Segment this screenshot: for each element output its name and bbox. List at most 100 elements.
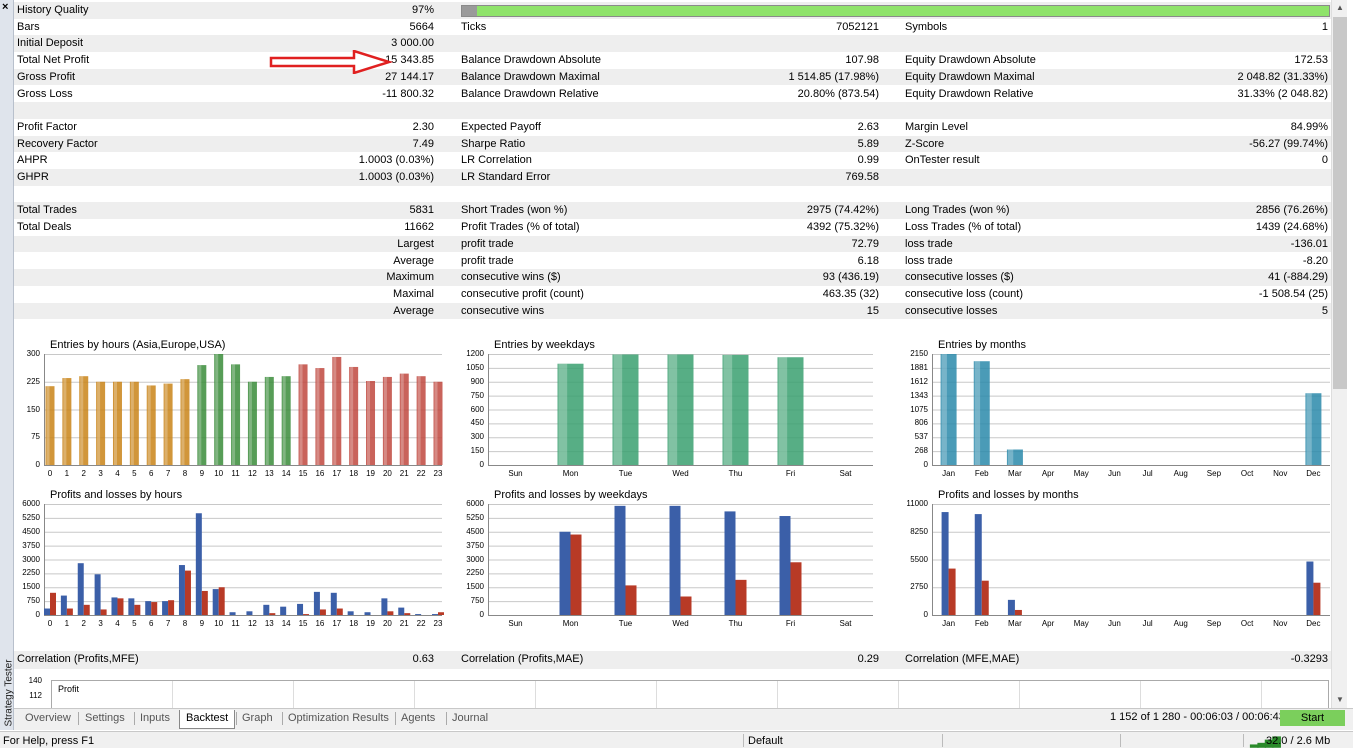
y-tick-label: 3750 [466,540,484,550]
y-tick-label: 225 [26,376,40,386]
stat-label-2: LR Standard Error [461,171,551,183]
profit-bar [111,597,118,615]
profit-bar [313,591,320,615]
y-tick-label: 3000 [22,554,40,564]
tab-backtest[interactable]: Backtest [179,710,236,729]
x-tick-label: May [1073,619,1089,628]
stat-label-1: Recovery Factor [17,137,98,150]
x-tick-label: Aug [1173,619,1188,628]
stat-label-1: Total Deals [17,221,72,234]
y-tick-label: 2250 [22,568,40,578]
x-tick-label: Jun [1107,469,1121,478]
chart-plot [488,504,873,616]
bar [129,381,139,465]
bar [332,356,342,465]
red-arrow [269,50,394,74]
y-tick-label: 1500 [22,582,40,592]
tab-settings[interactable]: Settings [85,712,125,724]
x-tick-label: May [1073,469,1089,478]
y-tick-label: 1612 [910,376,928,386]
y-tick-label: 75 [31,432,40,442]
x-tick-label: 3 [98,469,103,478]
x-tick-label: 2 [81,469,86,478]
bar-highlight [316,368,320,465]
tab-agents[interactable]: Agents [401,712,436,724]
y-tick-label: 600 [470,404,484,414]
loss-bar [570,534,582,615]
x-tick-label: Sun [508,469,523,478]
y-tick-label: 11000 [906,499,928,508]
vertical-scrollbar[interactable]: ▲ ▼ [1331,0,1347,708]
history-quality-bar [461,5,1330,17]
tab-journal[interactable]: Journal [452,712,489,724]
x-tick-label: 8 [182,619,188,628]
tab-inputs[interactable]: Inputs [140,712,170,724]
profit-bar [330,592,337,615]
close-icon[interactable]: × [2,1,9,13]
bar [197,365,207,465]
red-arrow-shape [269,50,394,74]
x-tick-label: Mar [1008,619,1022,628]
bar-highlight [668,354,678,465]
loss-bar [319,609,326,615]
tab-overview[interactable]: Overview [25,712,71,724]
y-tick-label: 2150 [910,349,928,358]
bar [315,368,325,465]
stat-value-3: 31.33% (2 048.82) [1237,87,1328,100]
stat-label-1: AHPR [17,154,48,167]
stats-row: Bars 5664 Ticks 7052121 Symbols 1 [14,19,1331,36]
y-tick-label: 750 [26,596,40,606]
profit-bar [398,607,405,615]
corr-value-1: 0.63 [412,653,434,665]
stats-row: AHPR 1.0003 (0.03%) LR Correlation 0.99 OnTe… [14,152,1331,169]
stat-value-3: 2 048.82 (31.33%) [1237,70,1328,83]
x-tick-label: Feb [974,619,989,628]
bar [264,376,274,465]
scroll-down-icon[interactable]: ▼ [1336,695,1344,704]
bar-highlight [164,383,168,465]
scroll-thumb[interactable] [1333,17,1347,389]
x-tick-label: Sun [508,619,523,628]
stat-label-2: Expected Payoff [461,120,541,133]
profit-bar [614,505,626,615]
status-bar: For Help, press F1 Default ▂▃▅▇ 32.0 / 2… [0,731,1353,748]
y-tick-label: 1200 [466,349,484,358]
y-tick-label: 150 [470,446,484,456]
stat-value-2: 7052121 [836,20,879,33]
profit-bar [432,614,438,615]
start-button[interactable]: Start [1280,710,1345,726]
stat-value-1: 5664 [409,20,434,33]
stat-label-2: Ticks [461,20,487,33]
stat-label-3: Symbols [905,20,948,33]
stats-row: Largest profit trade 72.79 loss trade -136.0… [14,235,1331,253]
stat-value-2: 20.80% (873.54) [797,87,879,100]
history-quality-value: 97% [411,4,434,16]
y-tick-label: 0 [923,610,928,619]
y-tick-label: 1050 [466,362,484,372]
y-tick-label: 5250 [466,512,484,522]
profit-bar [941,512,949,615]
x-tick-label: Mon [562,619,579,628]
stat-label-3: Loss Trades (% of total) [905,221,1022,234]
tab-graph[interactable]: Graph [242,712,273,724]
bar-highlight [558,363,568,465]
loss-bar [117,598,124,615]
stat-label-1: Bars [17,20,40,33]
chart-title: Profits and losses by months [938,489,1079,501]
bar-highlight [367,381,371,465]
loss-bar [790,562,802,615]
bar-highlight [434,381,438,465]
x-tick-label: Sep [1206,619,1222,628]
tab-optimization-results[interactable]: Optimization Results [288,712,389,724]
stats-row: Maximum consecutive wins ($) 93 (436.19) co… [14,269,1331,286]
bar [79,376,89,465]
signal-icon: ▂▃▅▇ [1250,736,1281,748]
scroll-up-icon[interactable]: ▲ [1336,3,1344,12]
stat-value-1: 15 343.85 [385,54,434,67]
bar-highlight [113,381,117,465]
bar-highlight [778,357,788,465]
stat-value-2: 2975 (74.42%) [806,204,879,217]
x-tick-label: Nov [1273,619,1288,628]
y-tick-label: 5500 [910,554,928,564]
